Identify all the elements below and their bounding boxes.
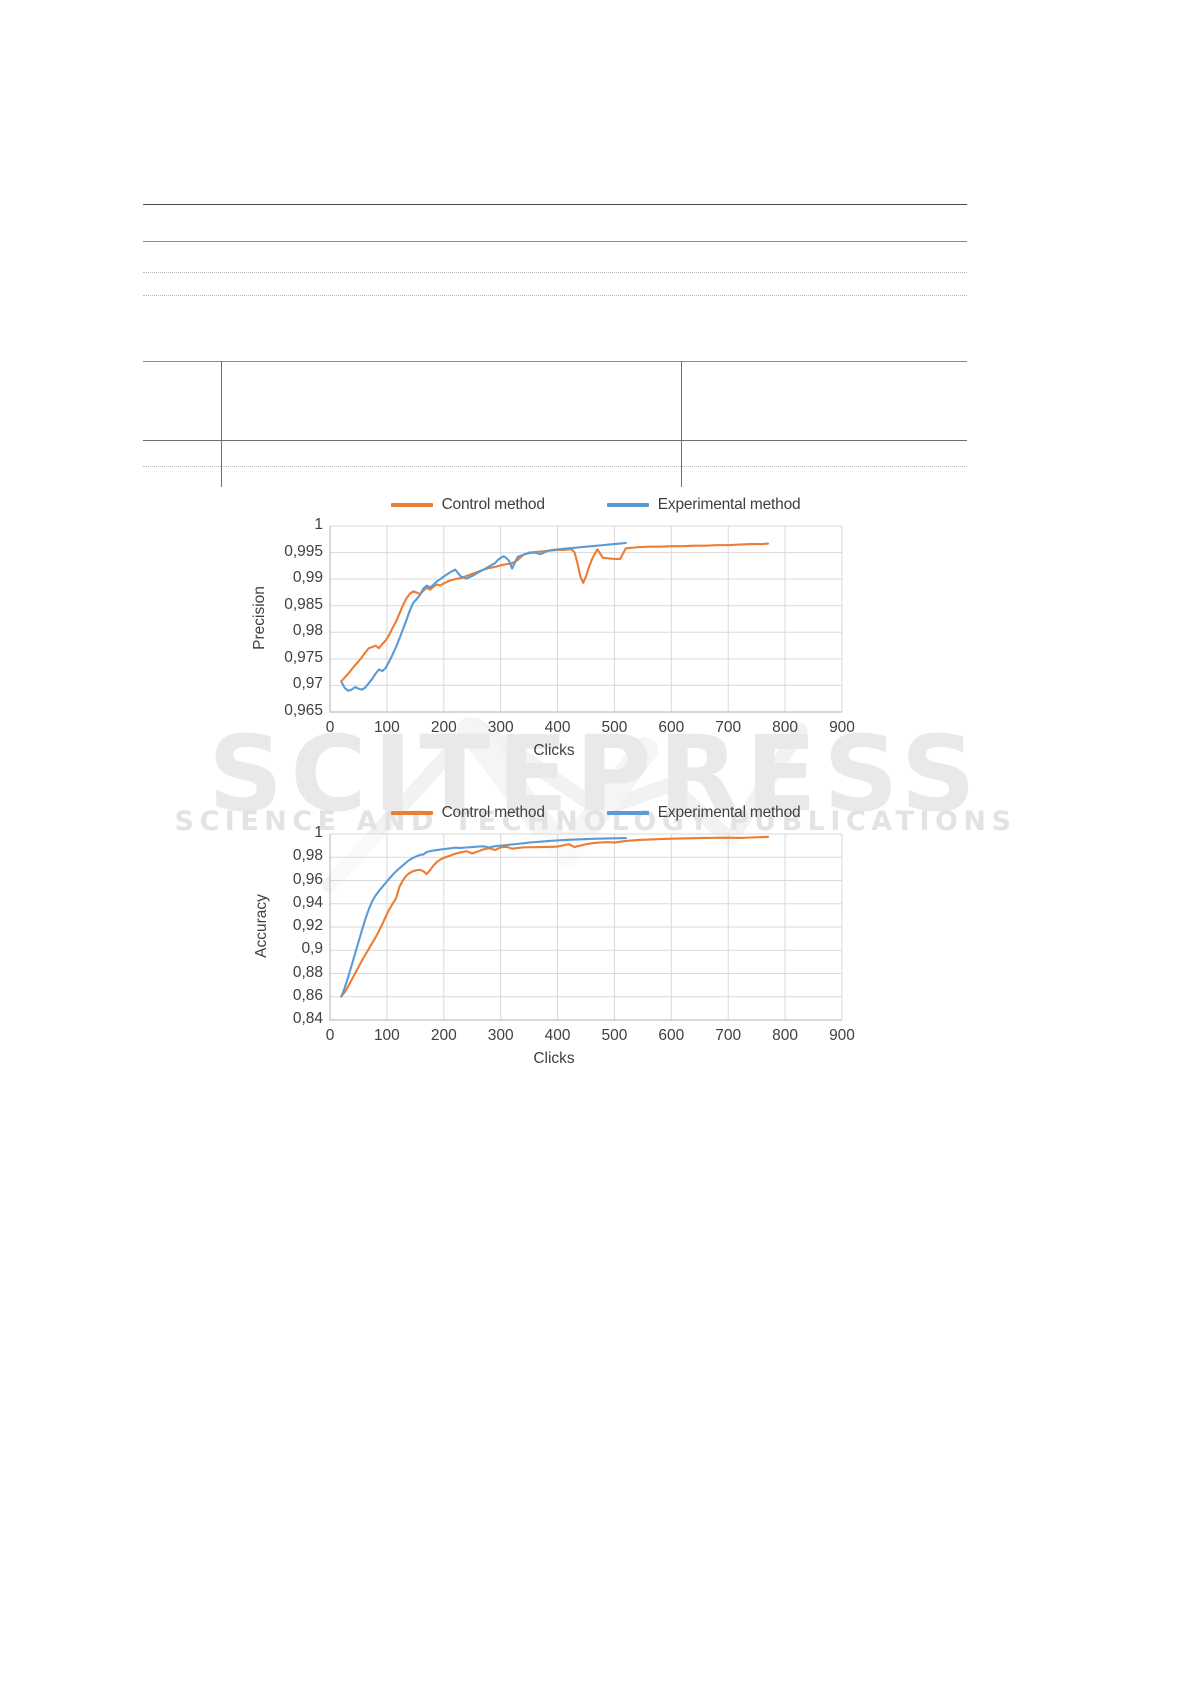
series-line-experimental bbox=[340, 541, 627, 692]
y-tick-label: 0,975 bbox=[284, 648, 323, 666]
y-tick-label: 0,99 bbox=[292, 569, 323, 587]
series-line-control bbox=[340, 542, 770, 683]
legend-swatch-control-icon bbox=[390, 811, 433, 815]
x-axis-title: Clicks bbox=[533, 1050, 575, 1067]
x-tick-label: 400 bbox=[544, 1027, 571, 1044]
y-tick-label: 0,96 bbox=[292, 870, 323, 888]
y-axis-title: Accuracy bbox=[252, 894, 270, 958]
y-axis-title: Precision bbox=[250, 586, 268, 650]
legend-item-experimental[interactable]: Experimental method bbox=[606, 496, 801, 514]
x-tick-label: 700 bbox=[715, 719, 742, 736]
legend-swatch-experimental-icon bbox=[606, 503, 649, 507]
x-tick-label: 700 bbox=[715, 1027, 742, 1044]
x-tick-label: 300 bbox=[487, 719, 514, 736]
accuracy-chart-block: Control method Experimental method 0,84 0… bbox=[0, 800, 1191, 1067]
y-tick-label: 0,98 bbox=[292, 622, 323, 640]
precision-chart-legend: Control method Experimental method bbox=[0, 492, 1191, 518]
table-rule-section-border bbox=[143, 361, 967, 362]
y-tick-label: 0,98 bbox=[292, 847, 323, 865]
x-tick-label: 500 bbox=[601, 719, 628, 736]
y-tick-label: 0,92 bbox=[292, 917, 323, 934]
x-tick-label: 600 bbox=[658, 1027, 685, 1044]
table-col-divider-2 bbox=[681, 361, 682, 487]
legend-item-control[interactable]: Control method bbox=[390, 496, 545, 514]
legend-item-experimental[interactable]: Experimental method bbox=[606, 804, 801, 822]
legend-label-control: Control method bbox=[441, 496, 545, 513]
x-tick-label: 300 bbox=[487, 1027, 514, 1044]
y-tick-label: 0,88 bbox=[292, 963, 323, 981]
x-tick-label: 400 bbox=[544, 719, 571, 736]
table-rule-top-border bbox=[143, 204, 967, 205]
y-tick-label: 0,965 bbox=[284, 702, 323, 719]
x-tick-label: 800 bbox=[772, 1027, 799, 1044]
legend-label-experimental: Experimental method bbox=[657, 804, 801, 821]
legend-label-control: Control method bbox=[441, 804, 545, 821]
y-tick-label: 0,995 bbox=[284, 542, 323, 560]
precision-plot-area: 0,965 0,97 0,975 0,98 0,985 0,99 0,995 1 0 100 200… bbox=[250, 516, 855, 759]
y-tick-label: 0,84 bbox=[292, 1010, 323, 1027]
y-tick-label: 0,86 bbox=[292, 986, 323, 1004]
table-rule-dotted-row-3 bbox=[143, 466, 967, 467]
x-tick-label: 0 bbox=[325, 719, 335, 736]
x-tick-label: 500 bbox=[601, 1027, 628, 1044]
x-tick-label: 900 bbox=[829, 1027, 855, 1044]
y-tick-label: 1 bbox=[314, 516, 323, 533]
table-col-divider-1 bbox=[221, 361, 222, 487]
y-tick-label: 0,94 bbox=[292, 893, 323, 911]
legend-item-control[interactable]: Control method bbox=[390, 804, 545, 822]
table-rule-row-border bbox=[143, 440, 967, 441]
y-tick-label: 0,985 bbox=[284, 595, 323, 613]
legend-label-experimental: Experimental method bbox=[657, 496, 801, 513]
x-tick-label: 900 bbox=[829, 719, 855, 736]
y-tick-label: 0,97 bbox=[292, 675, 323, 693]
table-rule-header-border bbox=[143, 241, 967, 242]
legend-swatch-experimental-icon bbox=[606, 811, 649, 815]
x-tick-label: 100 bbox=[373, 719, 400, 736]
x-tick-label: 200 bbox=[430, 719, 457, 736]
accuracy-chart-legend: Control method Experimental method bbox=[0, 800, 1191, 826]
x-tick-label: 800 bbox=[772, 719, 799, 736]
x-axis-title: Clicks bbox=[533, 742, 575, 759]
table-rule-dotted-row-1 bbox=[143, 272, 967, 273]
x-tick-label: 0 bbox=[325, 1027, 335, 1044]
precision-chart-block: Control method Experimental method 0,965… bbox=[0, 492, 1191, 759]
x-tick-label: 200 bbox=[430, 1027, 457, 1044]
x-tick-label: 100 bbox=[373, 1027, 400, 1044]
accuracy-plot-area: 0,84 0,86 0,88 0,9 0,92 0,94 0,96 0,98 1 0 100 200 3… bbox=[252, 824, 855, 1067]
y-tick-label: 1 bbox=[314, 824, 323, 841]
legend-swatch-control-icon bbox=[390, 503, 433, 507]
x-tick-label: 600 bbox=[658, 719, 685, 736]
y-tick-label: 0,9 bbox=[301, 940, 323, 958]
table-rule-dotted-row-2 bbox=[143, 295, 967, 296]
precision-chart-svg bbox=[329, 525, 843, 713]
